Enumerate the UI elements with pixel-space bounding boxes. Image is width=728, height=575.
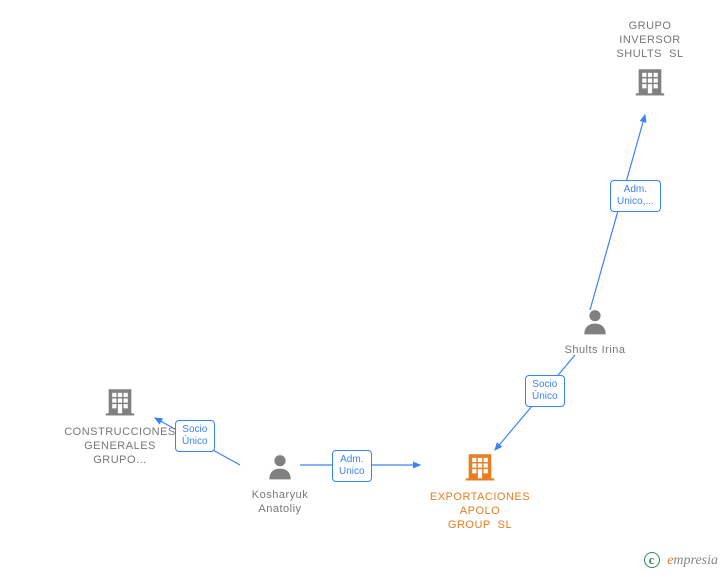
person-icon <box>240 450 320 487</box>
watermark-brand: empresia <box>667 553 718 568</box>
person-icon <box>555 305 635 342</box>
edge-label-kosharyuk-construcciones: Socio Único <box>175 420 215 452</box>
building-icon <box>420 450 540 489</box>
building-icon <box>605 65 695 104</box>
node-grupo[interactable]: GRUPO INVERSOR SHULTS SL <box>605 20 695 104</box>
node-construcciones[interactable]: CONSTRUCCIONES GENERALES GRUPO... <box>55 385 185 467</box>
node-exportaciones-label: EXPORTACIONES APOLO GROUP SL <box>420 491 540 532</box>
watermark: c empresia <box>644 552 718 569</box>
node-shults-label: Shults Irina <box>555 344 635 358</box>
node-construcciones-label: CONSTRUCCIONES GENERALES GRUPO... <box>55 426 185 467</box>
edge-shults-grupo <box>590 115 645 310</box>
node-kosharyuk[interactable]: Kosharyuk Anatoliy <box>240 450 320 517</box>
building-icon <box>55 385 185 424</box>
node-kosharyuk-label: Kosharyuk Anatoliy <box>240 489 320 517</box>
node-exportaciones[interactable]: EXPORTACIONES APOLO GROUP SL <box>420 450 540 532</box>
copyright-icon: c <box>644 552 660 568</box>
node-shults[interactable]: Shults Irina <box>555 305 635 358</box>
edge-label-kosharyuk-exportaciones: Adm. Unico <box>332 450 372 482</box>
edge-label-shults-grupo: Adm. Unico,... <box>610 180 661 212</box>
edge-label-shults-exportaciones: Socio Único <box>525 375 565 407</box>
node-grupo-label: GRUPO INVERSOR SHULTS SL <box>605 20 695 61</box>
